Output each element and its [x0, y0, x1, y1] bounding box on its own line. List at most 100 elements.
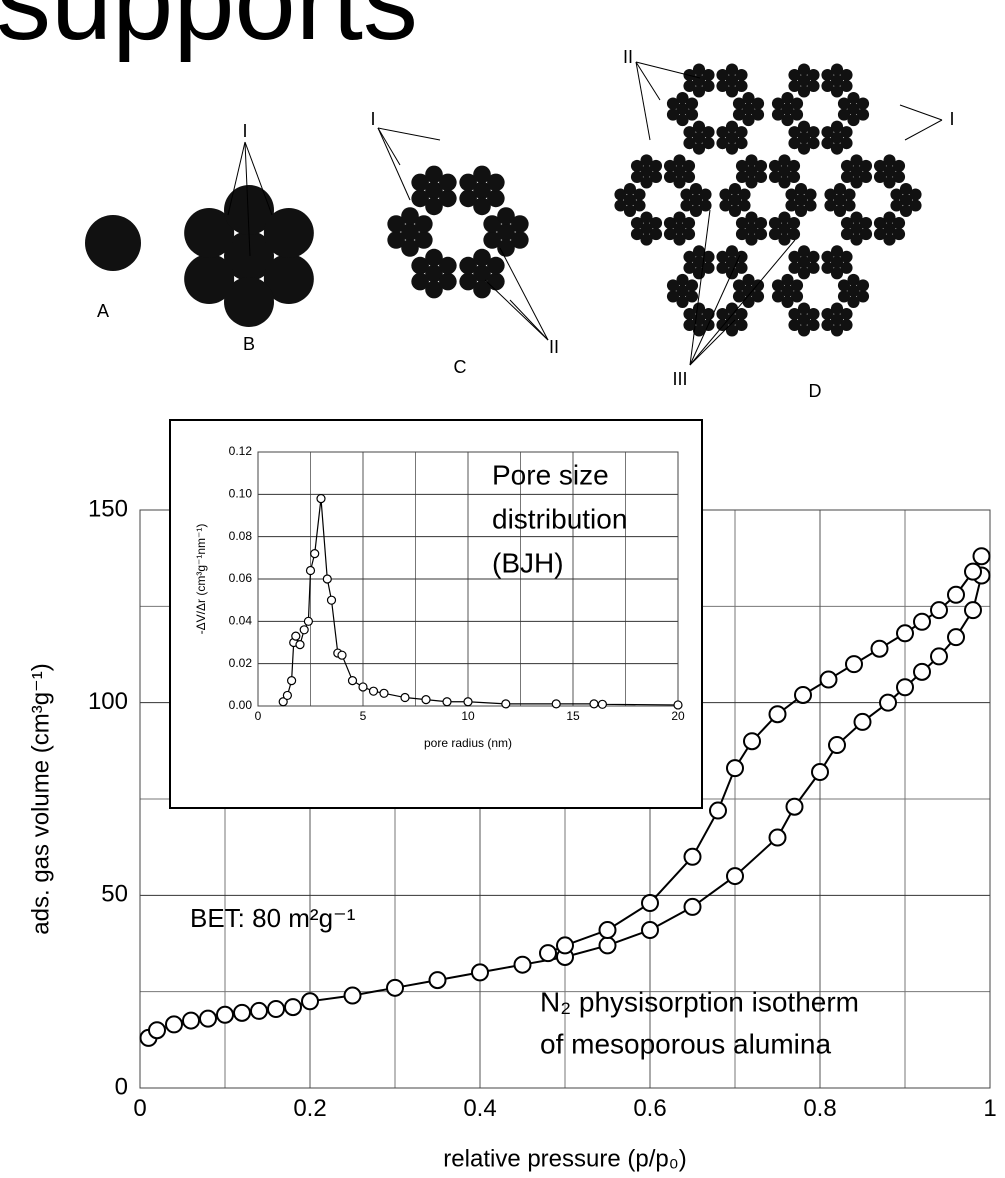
particle — [415, 215, 433, 233]
particle — [797, 85, 811, 98]
diagram-label: B — [243, 334, 255, 354]
particle — [797, 245, 811, 258]
particle — [788, 261, 801, 274]
data-point — [879, 693, 897, 712]
particle — [683, 261, 696, 274]
particle — [797, 302, 811, 315]
particle — [725, 324, 739, 337]
particle — [768, 228, 782, 241]
data-point — [683, 847, 702, 866]
particle — [85, 215, 141, 271]
particle — [473, 248, 491, 267]
data-point — [278, 697, 288, 707]
particle — [487, 189, 505, 208]
particle — [401, 207, 419, 225]
data-point — [182, 1011, 200, 1030]
particle — [821, 250, 834, 263]
particle — [738, 188, 751, 201]
callout-line — [635, 61, 651, 141]
particle — [883, 222, 896, 235]
particle — [473, 264, 491, 283]
particle — [224, 277, 274, 327]
particle — [689, 204, 703, 218]
particle — [702, 250, 715, 263]
data-point — [303, 616, 313, 626]
particle — [833, 182, 847, 196]
particle — [797, 313, 811, 326]
particle — [840, 126, 853, 139]
particle — [649, 228, 663, 241]
particle — [649, 159, 663, 172]
particle — [847, 295, 860, 308]
particle — [909, 199, 922, 212]
particle — [754, 170, 768, 183]
particle — [732, 108, 746, 121]
callout-line — [904, 119, 943, 141]
y-tick-label: 50 — [101, 881, 128, 908]
particle — [850, 176, 863, 189]
y-tick-label: 0 — [115, 1073, 128, 1100]
particle — [692, 245, 706, 258]
callout-label: I — [949, 109, 954, 129]
y-tick-label: 100 — [88, 688, 128, 715]
particle — [623, 193, 637, 207]
particle — [742, 92, 755, 105]
chart: 0 5 10 15 20 0.00 0.02 0.04 0.06 0.08 0.10 0.12 pore… — [169, 419, 703, 809]
particle — [781, 92, 794, 105]
particle — [425, 165, 443, 184]
particle — [790, 108, 804, 121]
data-point — [673, 700, 683, 710]
particle — [425, 181, 443, 200]
particle — [439, 173, 457, 192]
particle — [797, 131, 811, 144]
particle — [771, 108, 785, 121]
particle — [850, 165, 863, 178]
particle — [725, 142, 739, 155]
particle — [856, 290, 870, 303]
particle — [840, 68, 853, 82]
particle — [735, 307, 748, 321]
particle — [837, 279, 851, 292]
particle — [790, 279, 804, 292]
data-point — [597, 699, 608, 709]
particle — [425, 264, 443, 283]
particle — [856, 108, 870, 121]
particle — [873, 159, 887, 172]
particle — [821, 79, 834, 93]
particle — [754, 217, 768, 230]
y-tick-label: 0.04 — [229, 614, 253, 628]
particle — [840, 228, 854, 241]
particle — [692, 324, 706, 337]
particle — [682, 228, 696, 241]
particle — [263, 254, 314, 304]
particle — [716, 79, 729, 93]
particle — [840, 137, 853, 150]
particle — [745, 211, 758, 224]
particle — [830, 324, 844, 337]
particle — [735, 250, 748, 263]
particle — [771, 279, 785, 292]
particle — [830, 245, 844, 258]
particle — [778, 154, 791, 167]
particle — [788, 137, 801, 150]
y-tick-label: 0.06 — [229, 571, 253, 585]
data-point — [216, 1005, 234, 1024]
particle — [689, 182, 703, 196]
particle — [640, 233, 653, 246]
particle — [787, 217, 801, 230]
particle — [778, 165, 791, 178]
particle — [745, 165, 758, 178]
particle — [768, 159, 782, 172]
particle — [745, 176, 758, 189]
callout-label: I — [370, 109, 375, 129]
particle — [716, 307, 729, 321]
y-axis-label: -ΔV/Δr (cm³g⁻¹nm⁻¹) — [194, 524, 208, 635]
x-axis-label: relative pressure (p/p₀) — [443, 1145, 686, 1172]
particle — [824, 188, 837, 201]
particle — [821, 137, 834, 150]
particle — [224, 231, 274, 281]
particle — [683, 126, 696, 139]
particle — [630, 170, 644, 183]
